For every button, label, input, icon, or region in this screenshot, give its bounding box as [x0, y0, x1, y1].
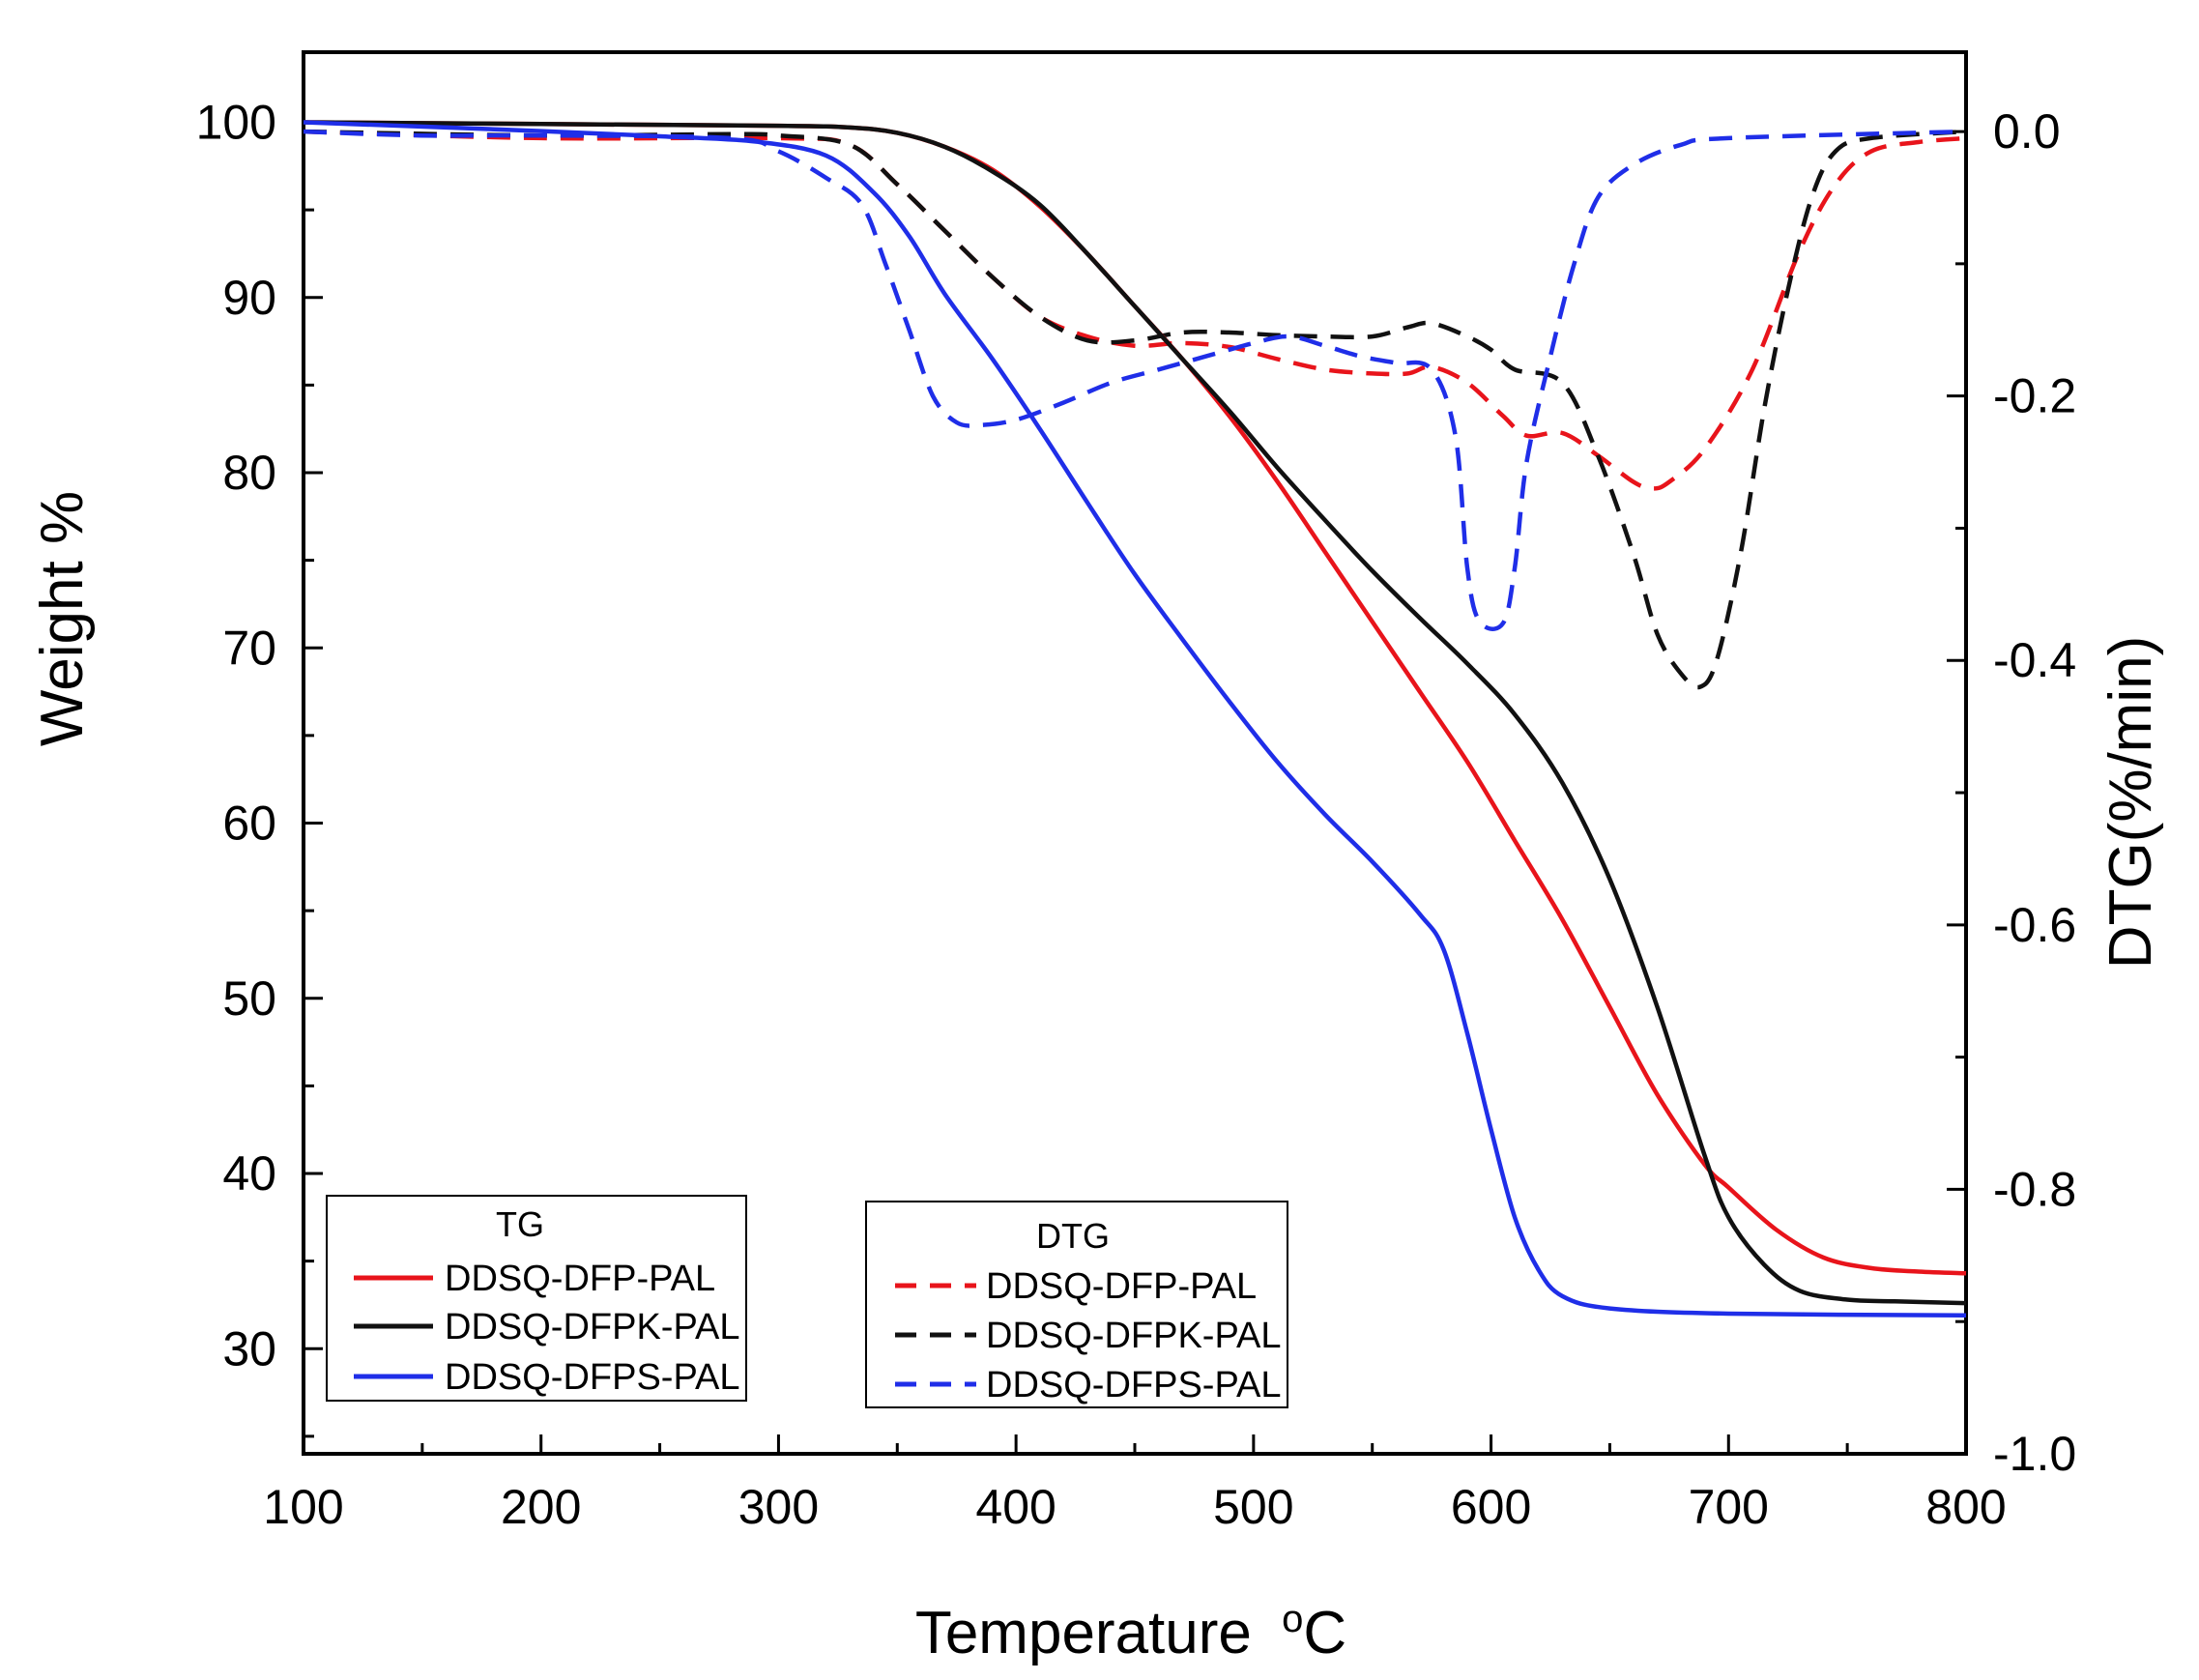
x-axis-title-text: Temperature [915, 1600, 1252, 1666]
dtg-line-ddsq-dfp-pal [303, 129, 1967, 491]
y-right-tick-label: 0.0 [1993, 104, 2061, 159]
legend-dtg-label-2: DDSQ-DFPK-PAL [986, 1316, 1281, 1356]
celsius-symbol: C [1303, 1600, 1346, 1666]
y-left-axis-title: Weight % [29, 491, 96, 746]
y-left-tick-label: 100 [196, 96, 276, 150]
legend-tg-box [326, 1195, 747, 1402]
y-right-tick-label: -0.8 [1993, 1162, 2076, 1216]
y-left-tick-label: 40 [222, 1146, 276, 1201]
legend-tg: TG DDSQ-DFP-PAL DDSQ-DFPK-PAL DDSQ-DFPS-… [326, 1195, 747, 1402]
x-tick-label: 600 [1451, 1480, 1531, 1534]
y-left-tick-label: 80 [222, 446, 276, 500]
x-axis-title-unit: oC [1282, 1598, 1346, 1666]
legend-dtg-label-1: DDSQ-DFP-PAL [986, 1266, 1257, 1307]
legend-tg-label-3: DDSQ-DFPS-PAL [445, 1357, 739, 1398]
y-left-tick-label: 50 [222, 971, 276, 1026]
series-layer [303, 120, 1967, 1318]
x-tick-label: 100 [263, 1480, 343, 1534]
x-tick-label: 200 [501, 1480, 581, 1534]
legend-dtg: DTG DDSQ-DFP-PAL DDSQ-DFPK-PAL DDSQ-DFPS… [865, 1201, 1288, 1408]
legend-tg-title: TG [496, 1204, 544, 1244]
ticks-layer: 100 200 300 400 500 600 700 800 30 40 50 60 70 80 90 10… [196, 96, 2077, 1535]
y-left-tick-label: 70 [222, 621, 276, 675]
tg-line-ddsq-dfpk-pal [303, 120, 1967, 1306]
dtg-line-ddsq-dfps-pal [303, 129, 1967, 631]
x-tick-label: 700 [1689, 1480, 1769, 1534]
x-tick-label: 400 [975, 1480, 1056, 1534]
y-right-tick-label: -0.4 [1993, 633, 2076, 687]
legend-dtg-label-3: DDSQ-DFPS-PAL [986, 1365, 1281, 1405]
legend-tg-label-1: DDSQ-DFP-PAL [445, 1259, 715, 1299]
legend-dtg-title: DTG [1036, 1216, 1110, 1256]
y-left-tick-label: 60 [222, 797, 276, 851]
x-tick-label: 800 [1925, 1480, 2006, 1534]
legend-tg-label-2: DDSQ-DFPK-PAL [445, 1307, 739, 1347]
x-axis-title: Temperature oC [915, 1598, 1346, 1666]
y-right-tick-label: -1.0 [1993, 1427, 2076, 1481]
y-right-tick-label: -0.2 [1993, 369, 2076, 423]
x-tick-label: 500 [1213, 1480, 1293, 1534]
degree-symbol: o [1282, 1598, 1303, 1640]
legend-dtg-box [865, 1201, 1288, 1408]
y-right-axis-title: DTG(%/min) [2098, 636, 2164, 969]
y-left-tick-label: 90 [222, 271, 276, 325]
y-right-tick-label: -0.6 [1993, 898, 2076, 952]
tg-line-ddsq-dfps-pal [303, 120, 1967, 1318]
y-left-tick-label: 30 [222, 1321, 276, 1376]
tg-line-ddsq-dfp-pal [303, 120, 1967, 1276]
dtg-line-ddsq-dfpk-pal [303, 129, 1967, 690]
x-tick-label: 300 [738, 1480, 819, 1534]
